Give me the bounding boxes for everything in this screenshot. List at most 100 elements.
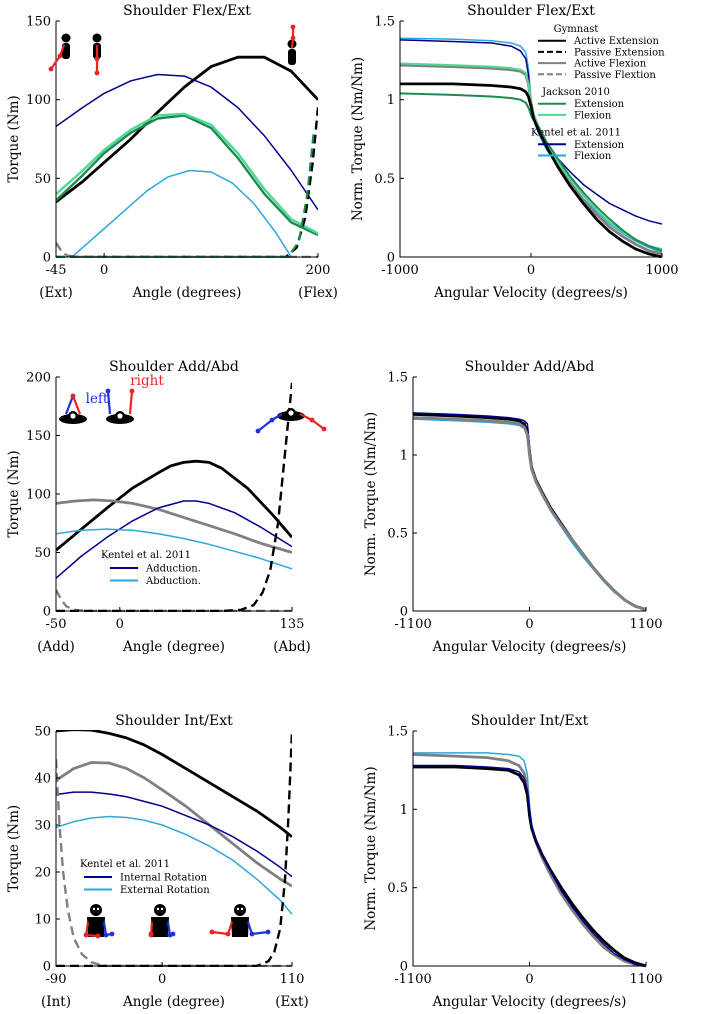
y-tick-label: 0 bbox=[387, 251, 395, 266]
x-tick-label: -1100 bbox=[394, 972, 431, 987]
y-tick-label: 0 bbox=[400, 605, 408, 620]
y-tick-label: 150 bbox=[26, 429, 51, 444]
series-line-gymnast_flex bbox=[400, 63, 662, 256]
x-tick-label: -1000 bbox=[381, 263, 418, 278]
y-tick-label: 0.5 bbox=[374, 172, 395, 187]
head-shape bbox=[154, 904, 166, 916]
x-axis-label: Angle (degree) bbox=[122, 639, 225, 655]
torso-shape bbox=[151, 917, 169, 937]
x-tick-label: 110 bbox=[280, 972, 305, 987]
x-tick-label: 0 bbox=[525, 617, 533, 632]
series-line-kentel_ext bbox=[413, 752, 646, 967]
y-axis-label: Norm. Torque (Nm/Nm) bbox=[363, 412, 379, 576]
chart-title: Shoulder Add/Abd bbox=[465, 359, 595, 375]
arm-lower bbox=[50, 55, 61, 70]
x-direction-label: (Abd) bbox=[273, 639, 311, 655]
x-direction-label: (Flex) bbox=[298, 285, 338, 301]
x-direction-label: (Ext) bbox=[275, 994, 308, 1010]
legend-label: External Rotation bbox=[120, 885, 210, 896]
joint-dot bbox=[70, 393, 76, 399]
head-shape bbox=[61, 33, 71, 43]
series-line-kentel_abd bbox=[56, 528, 292, 570]
series-line-jackson_ext bbox=[400, 92, 662, 252]
series-line-gymnast_passive_flex bbox=[56, 242, 318, 258]
flex-ext-pose-icons bbox=[48, 24, 297, 76]
y-tick-label: 0 bbox=[400, 960, 408, 975]
series-line-kentel_ext bbox=[56, 73, 318, 211]
series-line-kentel_int bbox=[56, 791, 292, 878]
legend-heading: Gymnast bbox=[554, 24, 599, 35]
joint-dot bbox=[290, 24, 296, 30]
x-axis-label: Angular Velocity (degrees/s) bbox=[433, 285, 628, 301]
y-tick-label: 0 bbox=[43, 251, 51, 266]
x-tick-label: 0 bbox=[100, 263, 108, 278]
joint-dot bbox=[95, 933, 101, 939]
joint-dot bbox=[170, 931, 176, 937]
legend-label: Extension bbox=[574, 99, 625, 110]
eye bbox=[236, 907, 240, 911]
legend-heading: Kentel et al. 2011 bbox=[531, 128, 621, 139]
x-tick-label: 0 bbox=[527, 263, 535, 278]
legend: Kentel et al. 2011 Internal RotationExter… bbox=[80, 859, 210, 896]
y-tick-label: 0 bbox=[43, 960, 51, 975]
joint-dot bbox=[109, 931, 115, 937]
series-line-jackson_flex bbox=[56, 112, 318, 235]
legend-label: Active Flexion bbox=[573, 59, 647, 70]
series-line-jackson_ext bbox=[56, 114, 318, 237]
add-abd-pose-icons: left right bbox=[59, 373, 327, 434]
x-direction-label: (Add) bbox=[37, 639, 75, 655]
x-tick-label: 0 bbox=[116, 617, 124, 632]
arm-right bbox=[128, 390, 134, 415]
arm-left bbox=[106, 390, 112, 415]
y-tick-label: 1.5 bbox=[374, 15, 395, 30]
torso-shape bbox=[87, 917, 105, 937]
left-arm-label: left bbox=[86, 391, 109, 407]
y-tick-label: 10 bbox=[34, 913, 51, 928]
y-tick-label: 0.5 bbox=[387, 881, 408, 896]
chart-title: Shoulder Add/Abd bbox=[109, 359, 239, 375]
x-tick-label: 1100 bbox=[629, 972, 662, 987]
series-line-gymnast_active bbox=[56, 730, 292, 838]
x-axis-label: Angular Velocity (degrees/s) bbox=[432, 994, 627, 1010]
y-axis-label: Norm. Torque (Nm/Nm) bbox=[363, 766, 379, 930]
joint-dot bbox=[255, 428, 261, 434]
y-tick-label: 1.5 bbox=[387, 371, 408, 386]
x-tick-label: -90 bbox=[46, 972, 67, 987]
y-tick-label: 50 bbox=[34, 546, 51, 561]
x-axis-label: Angle (degrees) bbox=[132, 285, 242, 301]
chart-title: Shoulder Flex/Ext bbox=[467, 3, 595, 19]
axes-frame bbox=[412, 377, 646, 612]
joint-dot bbox=[129, 388, 135, 394]
y-tick-label: 1 bbox=[400, 449, 408, 464]
eye bbox=[160, 907, 164, 911]
y-axis-label: Torque (Nm) bbox=[6, 95, 22, 182]
series-line-gymnast_active_ext bbox=[56, 55, 318, 204]
eye bbox=[240, 907, 244, 911]
legend-heading: Kentel et al. 2011 bbox=[80, 859, 170, 870]
legend-label: Extension bbox=[574, 140, 625, 151]
head-shape bbox=[90, 904, 102, 916]
series-line-kentel_add bbox=[56, 500, 292, 579]
arm-left bbox=[64, 395, 75, 415]
joint-dot bbox=[265, 929, 271, 935]
head-highlight bbox=[288, 410, 294, 416]
series-line-gymnast_passive_ext bbox=[56, 107, 318, 258]
chart-title: Shoulder Int/Ext bbox=[115, 713, 233, 729]
joint-dot bbox=[94, 70, 100, 76]
right-arm-label: right bbox=[130, 373, 164, 389]
legend-label: Flexion bbox=[574, 110, 612, 121]
y-tick-label: 100 bbox=[26, 93, 51, 108]
y-tick-label: 0.5 bbox=[387, 527, 408, 542]
arm-right bbox=[71, 395, 82, 415]
x-tick-label: 1000 bbox=[645, 263, 678, 278]
legend-label: Internal Rotation bbox=[120, 873, 208, 884]
y-tick-label: 200 bbox=[26, 371, 51, 386]
x-tick-label: -50 bbox=[46, 617, 67, 632]
series-line-kentel_ext bbox=[56, 815, 292, 915]
torso-shape bbox=[288, 49, 296, 65]
joint-dot bbox=[48, 66, 54, 72]
